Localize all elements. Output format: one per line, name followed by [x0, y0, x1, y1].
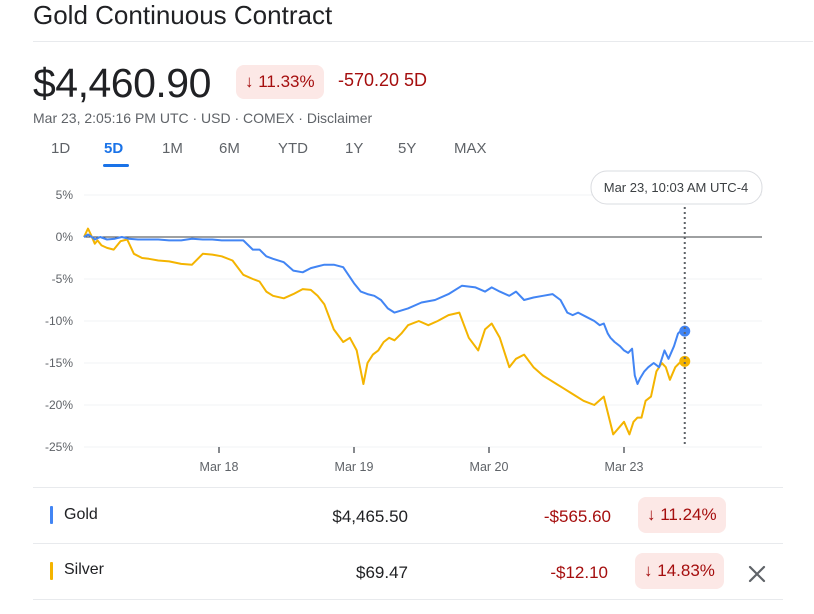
series-change: -$12.10	[550, 563, 608, 582]
tab-5y[interactable]: 5Y	[398, 140, 417, 157]
y-tick-label: -10%	[45, 314, 73, 328]
change-percent: 11.33%	[258, 72, 315, 91]
tab-1d[interactable]: 1D	[51, 140, 71, 157]
table-top-divider	[33, 487, 783, 488]
series-change-percent: 11.24%	[660, 505, 717, 524]
y-tick-label: 0%	[56, 230, 74, 244]
series-change-percent: 14.83%	[657, 561, 715, 580]
gold-series-swatch	[50, 506, 53, 524]
tooltip-box	[590, 170, 763, 205]
tooltip-text: Mar 23, 10:03 AM UTC-4	[604, 180, 749, 195]
tab-6m[interactable]: 6M	[219, 140, 240, 157]
series-name: Gold	[64, 506, 98, 523]
tab-active-indicator	[103, 164, 129, 167]
arrow-down-icon: ↓	[644, 561, 653, 580]
series-change-percent-badge: ↓ 11.24%	[638, 497, 726, 533]
series-line-gold	[83, 233, 686, 385]
x-tick-label: Mar 20	[470, 460, 509, 474]
current-price: $4,460.90	[33, 60, 211, 106]
y-tick-label: -5%	[52, 272, 74, 286]
table-bottom-divider	[33, 599, 783, 600]
table-row-divider	[33, 543, 783, 544]
tab-1y[interactable]: 1Y	[345, 140, 364, 157]
series-price: $69.47	[356, 563, 408, 582]
tab-5d[interactable]: 5D	[104, 140, 124, 157]
arrow-down-icon: ↓	[647, 505, 656, 524]
x-tick-label: Mar 23	[605, 460, 644, 474]
tab-1m[interactable]: 1M	[162, 140, 183, 157]
series-name: Silver	[64, 561, 105, 578]
y-tick-label: -25%	[45, 440, 73, 454]
y-tick-label: -20%	[45, 398, 73, 412]
series-price: $4,465.50	[332, 507, 408, 526]
x-tick-label: Mar 19	[335, 460, 374, 474]
series-endpoint-gold	[679, 325, 691, 337]
page-title: Gold Continuous Contract	[33, 0, 333, 30]
quote-meta: Mar 23, 2:05:16 PM UTC · USD · COMEX · D…	[33, 110, 373, 126]
series-change: -$565.60	[543, 507, 611, 526]
table-row[interactable]: Silver $69.47 -$12.10 ↓ 14.83%	[33, 544, 783, 599]
tab-max[interactable]: MAX	[454, 140, 487, 157]
change-percent-badge: ↓ 11.33%	[236, 65, 324, 99]
x-tick-label: Mar 18	[200, 460, 239, 474]
series-endpoint-silver	[679, 355, 691, 367]
tab-ytd[interactable]: YTD	[278, 140, 308, 157]
silver-series-swatch	[50, 562, 53, 580]
close-icon[interactable]	[744, 561, 770, 587]
table-row[interactable]: Gold $4,465.50 -$565.60 ↓ 11.24%	[33, 488, 783, 543]
header-divider	[33, 41, 813, 42]
price-chart[interactable]: 5% 0% -5% -10% -15% -20% -25% Mar 18 Mar 19 Mar 2…	[0, 170, 814, 485]
series-line-silver	[83, 227, 686, 436]
series-change-percent-badge: ↓ 14.83%	[635, 553, 724, 589]
y-tick-label: -15%	[45, 356, 73, 370]
arrow-down-icon: ↓	[245, 72, 254, 91]
change-5d: -570.20 5D	[338, 70, 428, 90]
y-tick-label: 5%	[56, 188, 74, 202]
